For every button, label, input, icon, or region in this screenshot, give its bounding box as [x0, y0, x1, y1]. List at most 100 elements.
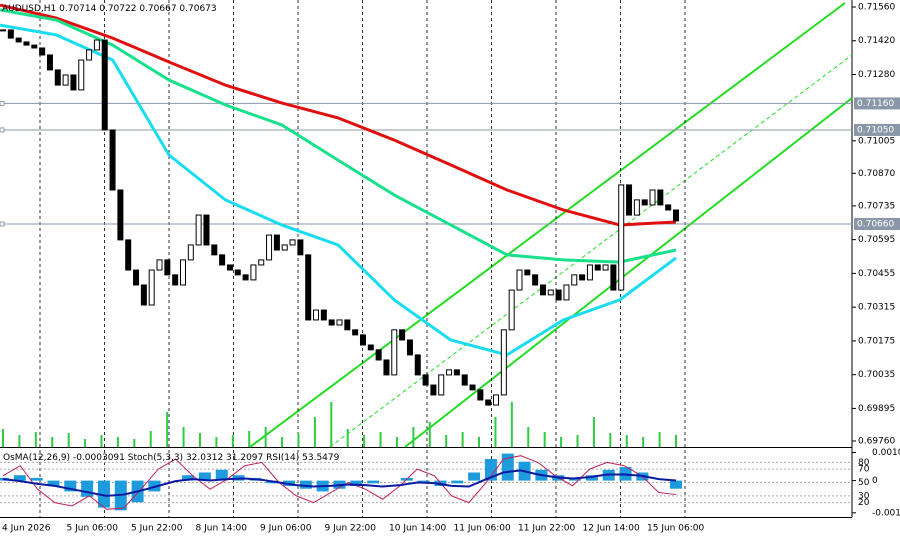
channel-middle	[329, 54, 853, 448]
y-tick-label: 0.70870	[858, 169, 895, 179]
candle	[563, 284, 570, 301]
candle	[493, 394, 500, 406]
header: AUDUSD,H1 0.70714 0.70722 0.70667 0.7067…	[2, 4, 340, 463]
candle	[140, 284, 147, 306]
y-tick-label: 0.69895	[858, 404, 895, 414]
y-tick-label: 0.69760	[858, 436, 895, 446]
y-tick-label: 0.70455	[858, 269, 895, 279]
candle	[336, 319, 343, 326]
osc-tick-label: 20	[858, 498, 870, 508]
candle	[7, 29, 14, 39]
osc-tick-label: 50	[858, 478, 870, 488]
candle	[78, 59, 85, 91]
volume-bar	[675, 435, 677, 447]
volume-bar	[84, 439, 87, 447]
volume-bar	[478, 437, 481, 447]
osma-bar	[182, 475, 195, 481]
osma-bar	[97, 480, 110, 508]
candle	[39, 47, 46, 56]
stoch-name: Stoch(5,3,3)	[128, 453, 183, 463]
indicator-header: OsMA(12,26,9) -0.0003091 Stoch(5,3,3) 32…	[3, 453, 340, 463]
moving-average	[0, 23, 677, 357]
level-handle	[0, 100, 5, 106]
volume-bar	[642, 437, 645, 447]
volume-bar	[182, 427, 185, 447]
volume-bar	[18, 435, 21, 447]
volume-bar	[527, 427, 530, 447]
y-tick-label: 0.70735	[858, 201, 895, 211]
candle	[618, 184, 625, 291]
rsi-name: RSI(14)	[266, 453, 299, 463]
candle	[242, 274, 249, 281]
candle	[673, 209, 679, 222]
osma-bar	[30, 477, 43, 481]
y-tick-label: 0.71005	[858, 136, 895, 146]
osma-bar	[47, 480, 60, 487]
volume-bar	[379, 432, 382, 447]
candle	[305, 254, 312, 321]
y-tick-label: 0.70035	[858, 370, 895, 380]
volume-bar	[215, 437, 218, 447]
volume-bar	[149, 431, 152, 447]
candle	[453, 369, 460, 376]
candle	[477, 389, 484, 401]
candle	[665, 204, 672, 211]
volume-bar	[560, 437, 563, 447]
volume-bar	[116, 437, 119, 447]
candle	[633, 199, 640, 216]
candle	[289, 239, 296, 246]
candle	[352, 329, 359, 336]
candle	[657, 189, 664, 206]
x-tick-label: 9 Jun 06:00	[260, 524, 312, 534]
osma-bar	[501, 453, 514, 481]
candle	[93, 39, 100, 51]
candle	[532, 274, 539, 286]
volume-bar	[592, 417, 595, 447]
volume-bar	[100, 435, 103, 447]
osma-tick-label: 0	[872, 476, 878, 486]
osc-tick-label: 80	[858, 458, 870, 468]
osma-bar	[215, 469, 228, 481]
candle	[406, 339, 413, 356]
candle	[367, 344, 374, 351]
rsi-line	[2, 469, 677, 497]
volume-bar	[133, 439, 136, 447]
candle	[187, 244, 194, 261]
volume-bar	[2, 429, 4, 447]
osma-bar	[585, 475, 598, 481]
volume-bar	[346, 429, 349, 447]
candle	[156, 259, 163, 271]
stoch-line	[2, 455, 677, 510]
level-label: 0.71160	[857, 99, 894, 109]
moving-average	[0, 3, 677, 227]
level-box	[854, 97, 900, 110]
symbol-header: AUDUSD,H1 0.70714 0.70722 0.70667 0.7067…	[2, 4, 217, 14]
channel-lower	[404, 97, 853, 448]
candle	[125, 239, 132, 271]
volume-bar	[330, 402, 333, 447]
x-tick-label: 11 Jun 22:00	[518, 524, 575, 534]
candle	[297, 239, 304, 256]
x-tick-label: 4 Jun 2026	[2, 524, 51, 534]
osma-bar	[198, 472, 211, 481]
x-tick-label: 10 Jun 14:00	[389, 524, 446, 534]
x-tick-label: 5 Jun 06:00	[67, 524, 119, 534]
level-handle	[0, 221, 5, 227]
candle	[579, 274, 586, 281]
osma-tick-label: 0.0010415	[872, 448, 900, 458]
volume-bar	[461, 432, 464, 447]
osma-bar	[81, 480, 94, 497]
candle	[485, 399, 492, 406]
candle	[250, 264, 257, 281]
candle	[430, 384, 437, 396]
candle	[234, 269, 241, 276]
candle	[641, 199, 648, 206]
osma-bar	[350, 480, 363, 487]
candle	[547, 289, 554, 296]
level-handle	[0, 127, 5, 133]
candle	[15, 37, 22, 43]
candle	[133, 269, 140, 286]
osma-value: -0.0003091	[73, 453, 125, 463]
stoch-signal: 31.2097	[226, 453, 263, 463]
candle	[219, 254, 226, 266]
